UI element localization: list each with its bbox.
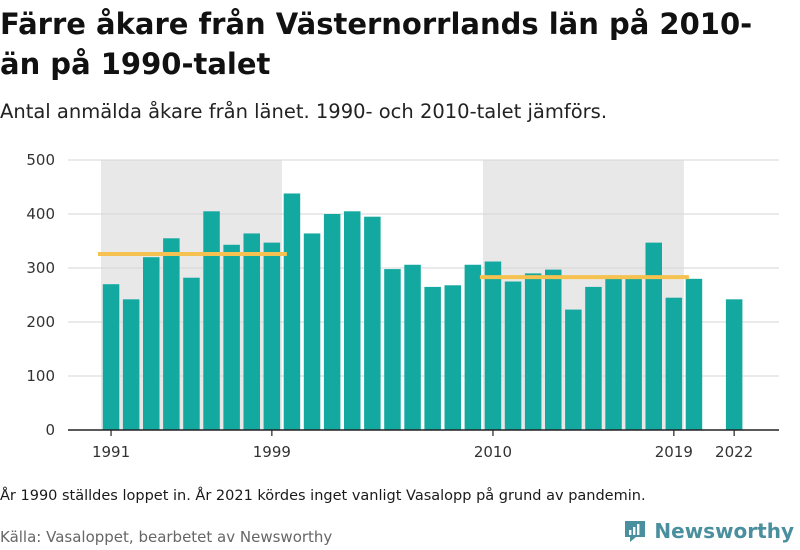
bar-2000: [283, 193, 301, 430]
decade-averages: [98, 251, 689, 280]
bar-2014: [565, 309, 582, 430]
bar-1995: [183, 277, 200, 430]
bar-1992: [122, 299, 140, 430]
y-tick-label-200: 200: [26, 313, 55, 331]
bar-2007: [424, 286, 441, 430]
bar-2004: [364, 216, 381, 430]
y-tick-label-100: 100: [26, 367, 55, 385]
y-tick-label-500: 500: [26, 151, 55, 169]
bar-2006: [404, 264, 421, 430]
bar-2008: [444, 285, 461, 430]
bars: [102, 193, 743, 430]
bar-2002: [323, 214, 341, 430]
bar-2011: [504, 281, 522, 430]
bar-2012: [524, 273, 542, 430]
brand-name: Newsworthy: [654, 519, 794, 543]
bar-1994: [163, 238, 180, 430]
y-tick-label-0: 0: [45, 421, 55, 439]
bar-2005: [384, 269, 401, 430]
bar-2022: [725, 299, 743, 430]
x-tick-label-1999: 1999: [253, 443, 291, 461]
x-tick-label-2010: 2010: [474, 443, 512, 461]
source-credit: Källa: Vasaloppet, bearbetet av Newswort…: [0, 528, 333, 546]
x-tick-label-2022: 2022: [715, 443, 753, 461]
bar-1991: [102, 284, 120, 430]
bar-1997: [223, 244, 240, 430]
bar-2017: [625, 276, 642, 430]
bar-2020: [685, 278, 703, 430]
axes: 0 100 200 300 400 500 1991 1999 2010 2019 2022: [26, 151, 779, 461]
footnote: År 1990 ställdes loppet in. År 2021 körd…: [0, 488, 646, 504]
bar-1993: [143, 257, 160, 430]
bar-2016: [605, 276, 622, 430]
newsworthy-logo-icon: [625, 521, 646, 542]
bar-2003: [344, 211, 361, 430]
bar-2009: [464, 264, 482, 430]
bar-2015: [585, 286, 602, 430]
y-tick-label-400: 400: [26, 205, 55, 223]
bar-2013: [545, 269, 562, 430]
bar-1998: [243, 233, 260, 430]
brand[interactable]: Newsworthy: [622, 518, 794, 544]
bar-2018: [645, 242, 662, 430]
bar-1999: [263, 242, 281, 430]
x-tick-label-1991: 1991: [92, 443, 130, 461]
bar-1996: [203, 211, 220, 430]
x-tick-label-2019: 2019: [655, 443, 693, 461]
chart-title: Färre åkare från Västernorrlands län på …: [0, 7, 753, 81]
bar-chart: 0 100 200 300 400 500 1991 1999 2010 2019 2022: [26, 151, 779, 461]
bar-2010: [484, 261, 502, 430]
bar-2019: [665, 297, 683, 430]
bar-2001: [303, 233, 321, 430]
y-tick-label-300: 300: [26, 259, 55, 277]
chart-subtitle: Antal anmälda åkare från länet. 1990- oc…: [0, 100, 608, 123]
